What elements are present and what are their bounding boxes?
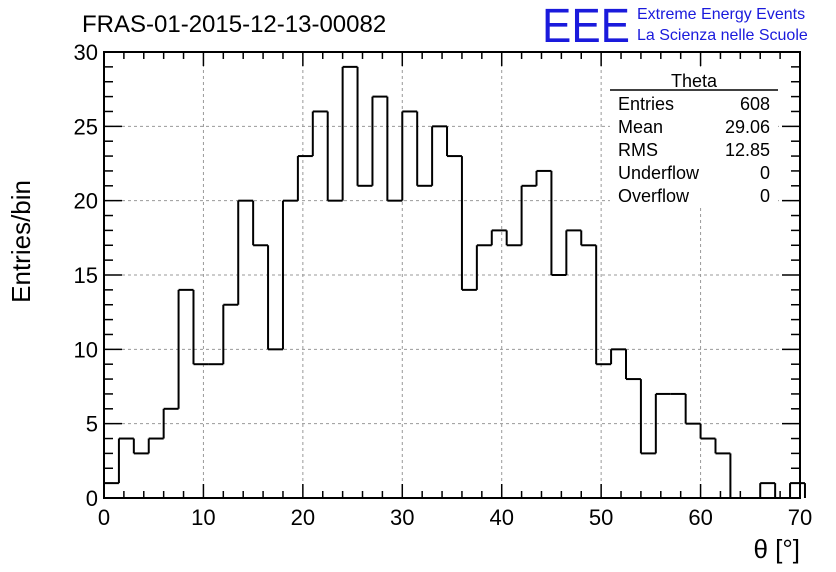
histogram-bin <box>431 125 448 186</box>
x-tick-label: 60 <box>688 505 712 530</box>
x-tick-label: 50 <box>589 505 613 530</box>
histogram-bin <box>177 288 194 409</box>
histogram-bin <box>103 482 119 498</box>
x-tick-label: 0 <box>98 505 110 530</box>
stats-name: Theta <box>671 71 718 91</box>
x-tick-label: 70 <box>788 505 812 530</box>
histogram-bin <box>535 169 552 186</box>
histogram-bin <box>789 482 805 498</box>
histogram-bin <box>580 230 597 247</box>
histogram-bin <box>117 437 134 484</box>
y-tick-label: 30 <box>74 40 98 65</box>
x-tick-label: 20 <box>291 505 315 530</box>
stats-row: Entries 608 <box>618 94 770 114</box>
x-tick-label: 10 <box>191 505 215 530</box>
histogram-bin <box>490 229 507 246</box>
histogram-bin <box>267 245 283 351</box>
histogram-bin <box>356 66 373 187</box>
histogram-bin <box>237 199 254 305</box>
stats-row: Mean 29.06 <box>618 117 770 137</box>
histogram-bin <box>699 423 716 440</box>
stats-row-label: RMS <box>618 140 658 160</box>
histogram-bin <box>326 111 343 202</box>
stats-row-value: 0 <box>760 163 770 183</box>
histogram-bin <box>311 110 328 157</box>
logo-mark: EEE <box>542 0 630 53</box>
stats-row-label: Underflow <box>618 163 700 183</box>
histogram-bin <box>625 349 641 381</box>
stats-row-label: Mean <box>618 117 663 137</box>
y-tick-labels: 0 5 10 15 20 25 30 <box>74 40 98 511</box>
histogram-bin <box>162 407 179 439</box>
histogram-bin <box>610 348 626 365</box>
histogram-bin <box>222 303 239 365</box>
stats-box: Theta Entries 608 Mean 29.06 RMS 12.85 Underfl… <box>610 70 778 208</box>
stats-box-background <box>610 70 778 208</box>
histogram-bin <box>684 393 701 425</box>
stats-row-label: Overflow <box>618 186 690 206</box>
histogram-bin <box>132 438 149 455</box>
histogram-bin <box>654 392 671 454</box>
histogram-bin <box>595 245 612 366</box>
y-axis-label: Entries/bin <box>6 180 36 303</box>
stats-row: Overflow 0 <box>618 186 770 206</box>
logo-line-2: La Scienza nelle Scuole <box>637 27 808 44</box>
histogram-bin <box>147 437 164 454</box>
stats-row: RMS 12.85 <box>618 140 770 160</box>
histogram-bin <box>460 156 477 291</box>
histogram-bin <box>252 200 269 247</box>
logo-line-1: Extreme Energy Events <box>637 6 805 23</box>
histogram-bin <box>401 110 418 201</box>
y-tick-label: 0 <box>86 486 98 511</box>
histogram-bin <box>296 155 313 201</box>
histogram-bin <box>416 111 433 187</box>
y-tick-label: 10 <box>74 337 98 362</box>
histogram-bin <box>475 244 492 290</box>
x-axis-label: θ [°] <box>753 534 800 564</box>
grid-lines <box>104 52 800 498</box>
x-tick-label: 40 <box>489 505 513 530</box>
stats-row-value: 12.85 <box>725 140 770 160</box>
x-tick-labels: 0 10 20 30 40 50 60 70 <box>98 505 812 530</box>
histogram-bin <box>341 65 358 201</box>
histogram-bin <box>192 289 209 366</box>
chart-title: FRAS-01-2015-12-13-00082 <box>82 11 386 38</box>
stats-row-value: 608 <box>740 94 770 114</box>
stats-row-value: 29.06 <box>725 117 770 137</box>
histogram-bin <box>639 379 656 455</box>
stats-row: Underflow 0 <box>618 163 770 183</box>
y-tick-label: 20 <box>74 189 98 214</box>
y-tick-label: 25 <box>74 114 98 139</box>
histogram-bin <box>759 482 776 498</box>
y-tick-label: 15 <box>74 263 98 288</box>
x-tick-label: 30 <box>390 505 414 530</box>
histogram-bin <box>446 126 462 158</box>
axis-ticks <box>103 51 801 499</box>
stats-row-value: 0 <box>760 186 770 206</box>
histogram-bin <box>281 199 298 350</box>
histogram-bars <box>103 65 806 498</box>
histogram-bin <box>520 184 537 246</box>
histogram-bin <box>386 96 403 202</box>
histogram-bin <box>565 229 582 275</box>
histogram-bin <box>505 230 522 247</box>
y-tick-label: 5 <box>86 412 98 437</box>
stats-row-label: Entries <box>618 94 674 114</box>
histogram-bin <box>714 438 731 455</box>
histogram-bin <box>371 95 388 186</box>
eee-logo: EEE Extreme Energy Events La Scienza nel… <box>542 0 808 53</box>
histogram-bin <box>550 170 567 276</box>
